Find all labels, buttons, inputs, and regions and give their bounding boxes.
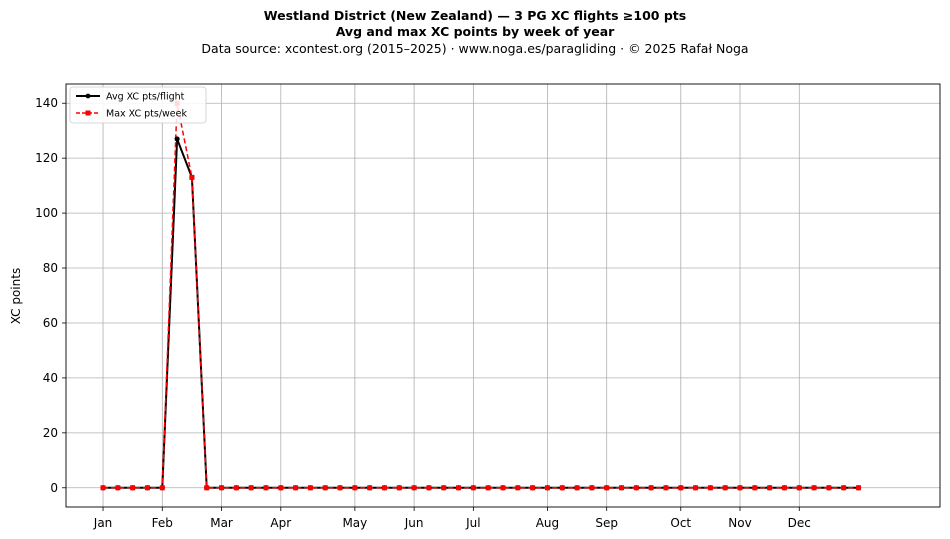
y-tick-label: 0: [50, 481, 58, 495]
point-max: [233, 485, 239, 491]
x-tick-label: Sep: [595, 516, 618, 530]
point-max: [456, 485, 462, 491]
point-max: [811, 485, 817, 491]
chart-subtitle: Avg and max XC points by week of year: [335, 24, 615, 39]
point-max: [441, 485, 447, 491]
point-max: [159, 485, 165, 491]
point-max: [826, 485, 832, 491]
y-tick-label: 60: [43, 316, 58, 330]
point-max: [500, 485, 506, 491]
point-avg: [174, 136, 180, 142]
point-max: [204, 485, 210, 491]
point-max: [322, 485, 328, 491]
point-max: [604, 485, 610, 491]
point-max: [856, 485, 862, 491]
point-max: [737, 485, 743, 491]
point-max: [115, 485, 121, 491]
point-max: [559, 485, 565, 491]
point-max: [307, 485, 313, 491]
point-max: [841, 485, 847, 491]
point-max: [574, 485, 580, 491]
point-max: [693, 485, 699, 491]
x-tick-label: May: [342, 516, 367, 530]
point-max: [767, 485, 773, 491]
point-max: [411, 485, 417, 491]
y-tick-label: 120: [35, 151, 58, 165]
legend-marker-max: [85, 110, 91, 116]
legend-label-avg: Avg XC pts/flight: [106, 92, 185, 103]
point-max: [100, 485, 106, 491]
point-max: [485, 485, 491, 491]
x-tick-label: Dec: [788, 516, 811, 530]
point-max: [278, 485, 284, 491]
point-max: [707, 485, 713, 491]
legend-marker-avg: [85, 93, 91, 99]
point-max: [722, 485, 728, 491]
point-max: [781, 485, 787, 491]
point-max: [530, 485, 536, 491]
point-max: [263, 485, 269, 491]
point-max: [796, 485, 802, 491]
series: [100, 100, 862, 491]
point-max: [648, 485, 654, 491]
point-max: [352, 485, 358, 491]
point-max: [396, 485, 402, 491]
x-tick-label: Jun: [404, 516, 424, 530]
point-max: [678, 485, 684, 491]
point-max: [426, 485, 432, 491]
x-tick-label: Jul: [465, 516, 480, 530]
y-tick-label: 20: [43, 426, 58, 440]
point-max: [633, 485, 639, 491]
y-tick-label: 100: [35, 206, 58, 220]
point-max: [470, 485, 476, 491]
point-max: [367, 485, 373, 491]
x-tick-label: Aug: [536, 516, 559, 530]
point-max: [248, 485, 254, 491]
point-max: [130, 485, 136, 491]
point-max: [219, 485, 225, 491]
chart-title: Westland District (New Zealand) — 3 PG X…: [263, 8, 687, 23]
y-axis-label: XC points: [9, 268, 23, 324]
chart-source-note: Data source: xcontest.org (2015–2025) · …: [201, 41, 749, 56]
point-max: [619, 485, 625, 491]
legend-label-max: Max XC pts/week: [106, 109, 187, 120]
series-line-avg: [103, 137, 859, 489]
point-max: [189, 174, 195, 180]
y-tick-label: 80: [43, 261, 58, 275]
x-tick-label: Nov: [728, 516, 751, 530]
legend: Avg XC pts/flight Max XC pts/week: [69, 86, 207, 124]
x-tick-label: Jan: [93, 516, 113, 530]
plot-frame: [65, 83, 941, 508]
y-tick-label: 140: [35, 96, 58, 110]
y-tick-label: 40: [43, 371, 58, 385]
x-tick-label: Mar: [210, 516, 233, 530]
axes: 0 20 40 60 80 100 120 140 Jan Feb Mar Apr May Jun Jul A…: [35, 83, 941, 530]
point-max: [589, 485, 595, 491]
x-tick-label: Oct: [670, 516, 691, 530]
series-line-max: [103, 103, 859, 489]
point-max: [293, 485, 299, 491]
x-tick-label: Feb: [152, 516, 173, 530]
point-max: [544, 485, 550, 491]
point-max: [381, 485, 387, 491]
point-max: [752, 485, 758, 491]
legend-box: [69, 86, 207, 124]
point-max: [663, 485, 669, 491]
point-max: [515, 485, 521, 491]
point-max: [144, 485, 150, 491]
point-max: [337, 485, 343, 491]
chart-titles: Westland District (New Zealand) — 3 PG X…: [0, 8, 950, 57]
x-tick-label: Apr: [270, 516, 291, 530]
